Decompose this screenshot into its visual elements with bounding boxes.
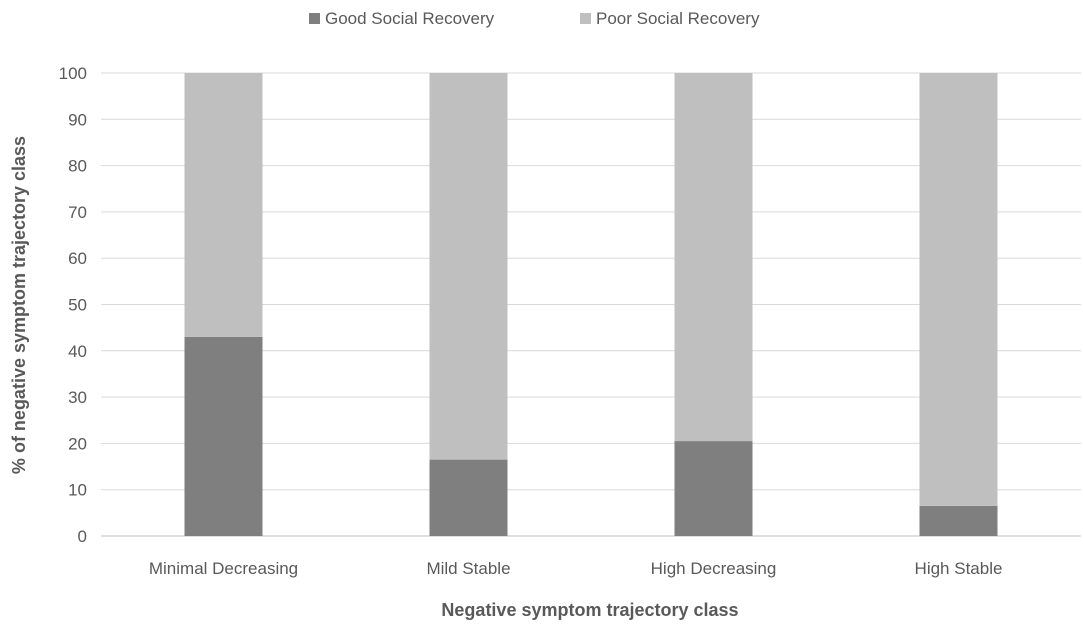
y-tick-label: 0 [78,527,87,546]
bar-poor-social-recovery [429,73,508,460]
bar-poor-social-recovery [919,73,998,506]
bar-good-social-recovery [429,459,508,536]
x-axis: Minimal Decreasing Mild Stable High Decrea… [149,559,1003,578]
y-tick-label: 10 [68,481,87,500]
legend-label: Good Social Recovery [325,9,495,28]
bar-poor-social-recovery [184,73,263,337]
y-axis: 0 10 20 30 40 50 60 70 80 90 100 [59,64,87,546]
bar-good-social-recovery [184,336,263,536]
legend-label: Poor Social Recovery [596,9,760,28]
y-tick-label: 90 [68,110,87,129]
legend-swatch [309,13,320,24]
y-tick-label: 50 [68,296,87,315]
x-axis-label: Negative symptom trajectory class [441,600,738,620]
bar-good-social-recovery [674,441,753,536]
bars [184,73,998,536]
y-tick-label: 80 [68,157,87,176]
bar-poor-social-recovery [674,73,753,442]
y-tick-label: 100 [59,64,87,83]
x-tick-label: High Stable [915,559,1003,578]
gridlines [101,72,1081,537]
legend-swatch [580,13,591,24]
x-tick-label: High Decreasing [651,559,777,578]
x-tick-label: Mild Stable [426,559,510,578]
y-tick-label: 30 [68,388,87,407]
y-tick-label: 70 [68,203,87,222]
y-tick-label: 60 [68,249,87,268]
y-tick-label: 40 [68,342,87,361]
x-tick-label: Minimal Decreasing [149,559,298,578]
y-axis-label: % of negative symptom trajectory class [9,136,29,474]
legend: Good Social Recovery Poor Social Recovery [309,9,760,28]
bar-good-social-recovery [919,505,998,536]
y-tick-label: 20 [68,434,87,453]
